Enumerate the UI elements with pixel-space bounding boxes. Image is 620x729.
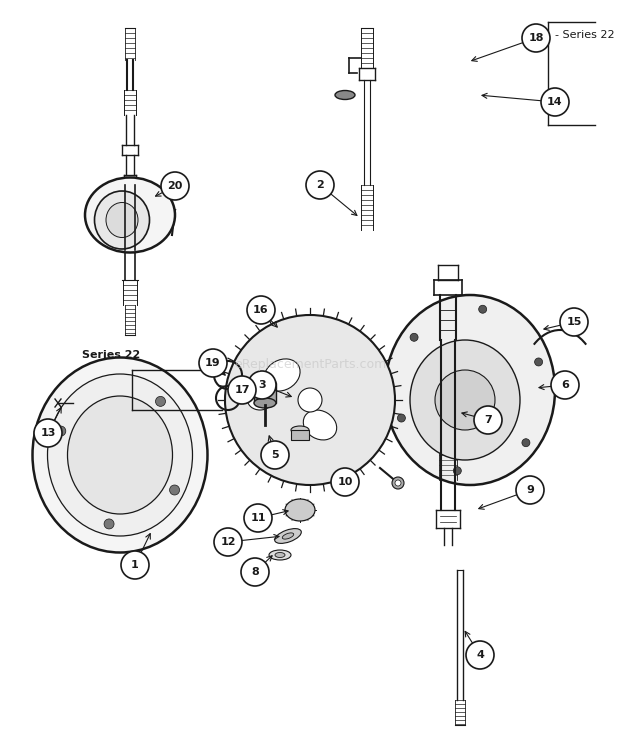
Circle shape	[534, 358, 542, 366]
Circle shape	[522, 24, 550, 52]
Circle shape	[474, 406, 502, 434]
Circle shape	[169, 485, 180, 495]
Text: 20: 20	[167, 181, 183, 191]
Ellipse shape	[269, 550, 291, 560]
Circle shape	[435, 370, 495, 430]
Circle shape	[214, 528, 242, 556]
Ellipse shape	[254, 378, 276, 388]
Ellipse shape	[291, 426, 309, 434]
Circle shape	[395, 480, 401, 486]
Circle shape	[331, 468, 359, 496]
Ellipse shape	[335, 90, 355, 99]
Ellipse shape	[282, 533, 294, 539]
Ellipse shape	[94, 191, 149, 249]
Circle shape	[156, 397, 166, 406]
Text: 13: 13	[40, 428, 56, 438]
Ellipse shape	[275, 529, 301, 543]
Circle shape	[199, 349, 227, 377]
Text: 2: 2	[316, 180, 324, 190]
Circle shape	[479, 305, 487, 313]
Circle shape	[161, 172, 189, 200]
Circle shape	[466, 641, 494, 669]
FancyBboxPatch shape	[254, 383, 276, 403]
Ellipse shape	[68, 396, 172, 514]
Ellipse shape	[106, 203, 138, 238]
Text: 5: 5	[271, 450, 279, 460]
Text: 7: 7	[484, 415, 492, 425]
Ellipse shape	[275, 553, 285, 558]
Text: eReplacementParts.com: eReplacementParts.com	[234, 357, 386, 370]
Circle shape	[410, 333, 418, 341]
FancyBboxPatch shape	[291, 430, 309, 440]
Circle shape	[397, 414, 405, 422]
Ellipse shape	[285, 499, 315, 521]
Circle shape	[104, 519, 114, 529]
Text: 4: 4	[476, 650, 484, 660]
Text: 17: 17	[234, 385, 250, 395]
Circle shape	[541, 88, 569, 116]
Ellipse shape	[48, 374, 192, 536]
Text: 11: 11	[250, 513, 266, 523]
Text: 15: 15	[566, 317, 582, 327]
Text: - Series 22: - Series 22	[555, 30, 614, 40]
Circle shape	[247, 296, 275, 324]
Text: 12: 12	[220, 537, 236, 547]
Text: 9: 9	[526, 485, 534, 495]
Circle shape	[522, 439, 530, 447]
Text: 18: 18	[528, 33, 544, 43]
Circle shape	[121, 551, 149, 579]
Ellipse shape	[85, 177, 175, 252]
Text: 1: 1	[131, 560, 139, 570]
Circle shape	[228, 376, 256, 404]
Text: 16: 16	[253, 305, 269, 315]
Ellipse shape	[247, 390, 273, 410]
Circle shape	[306, 171, 334, 199]
Circle shape	[261, 441, 289, 469]
Ellipse shape	[32, 357, 208, 553]
Circle shape	[241, 558, 269, 586]
Circle shape	[56, 426, 66, 436]
Circle shape	[516, 476, 544, 504]
Ellipse shape	[410, 340, 520, 460]
Text: 6: 6	[561, 380, 569, 390]
Circle shape	[298, 388, 322, 412]
Circle shape	[248, 371, 276, 399]
Ellipse shape	[254, 398, 276, 408]
Text: Series 22: Series 22	[82, 350, 140, 360]
Circle shape	[225, 315, 395, 485]
Text: 8: 8	[251, 567, 259, 577]
Text: 14: 14	[547, 97, 563, 107]
Circle shape	[392, 477, 404, 489]
Circle shape	[453, 467, 461, 475]
Text: 10: 10	[337, 477, 353, 487]
Text: 3: 3	[258, 380, 266, 390]
Circle shape	[551, 371, 579, 399]
Ellipse shape	[264, 359, 300, 391]
Circle shape	[34, 419, 62, 447]
Circle shape	[244, 504, 272, 532]
Ellipse shape	[385, 295, 555, 485]
Text: 19: 19	[205, 358, 221, 368]
Circle shape	[560, 308, 588, 336]
Ellipse shape	[303, 410, 337, 440]
